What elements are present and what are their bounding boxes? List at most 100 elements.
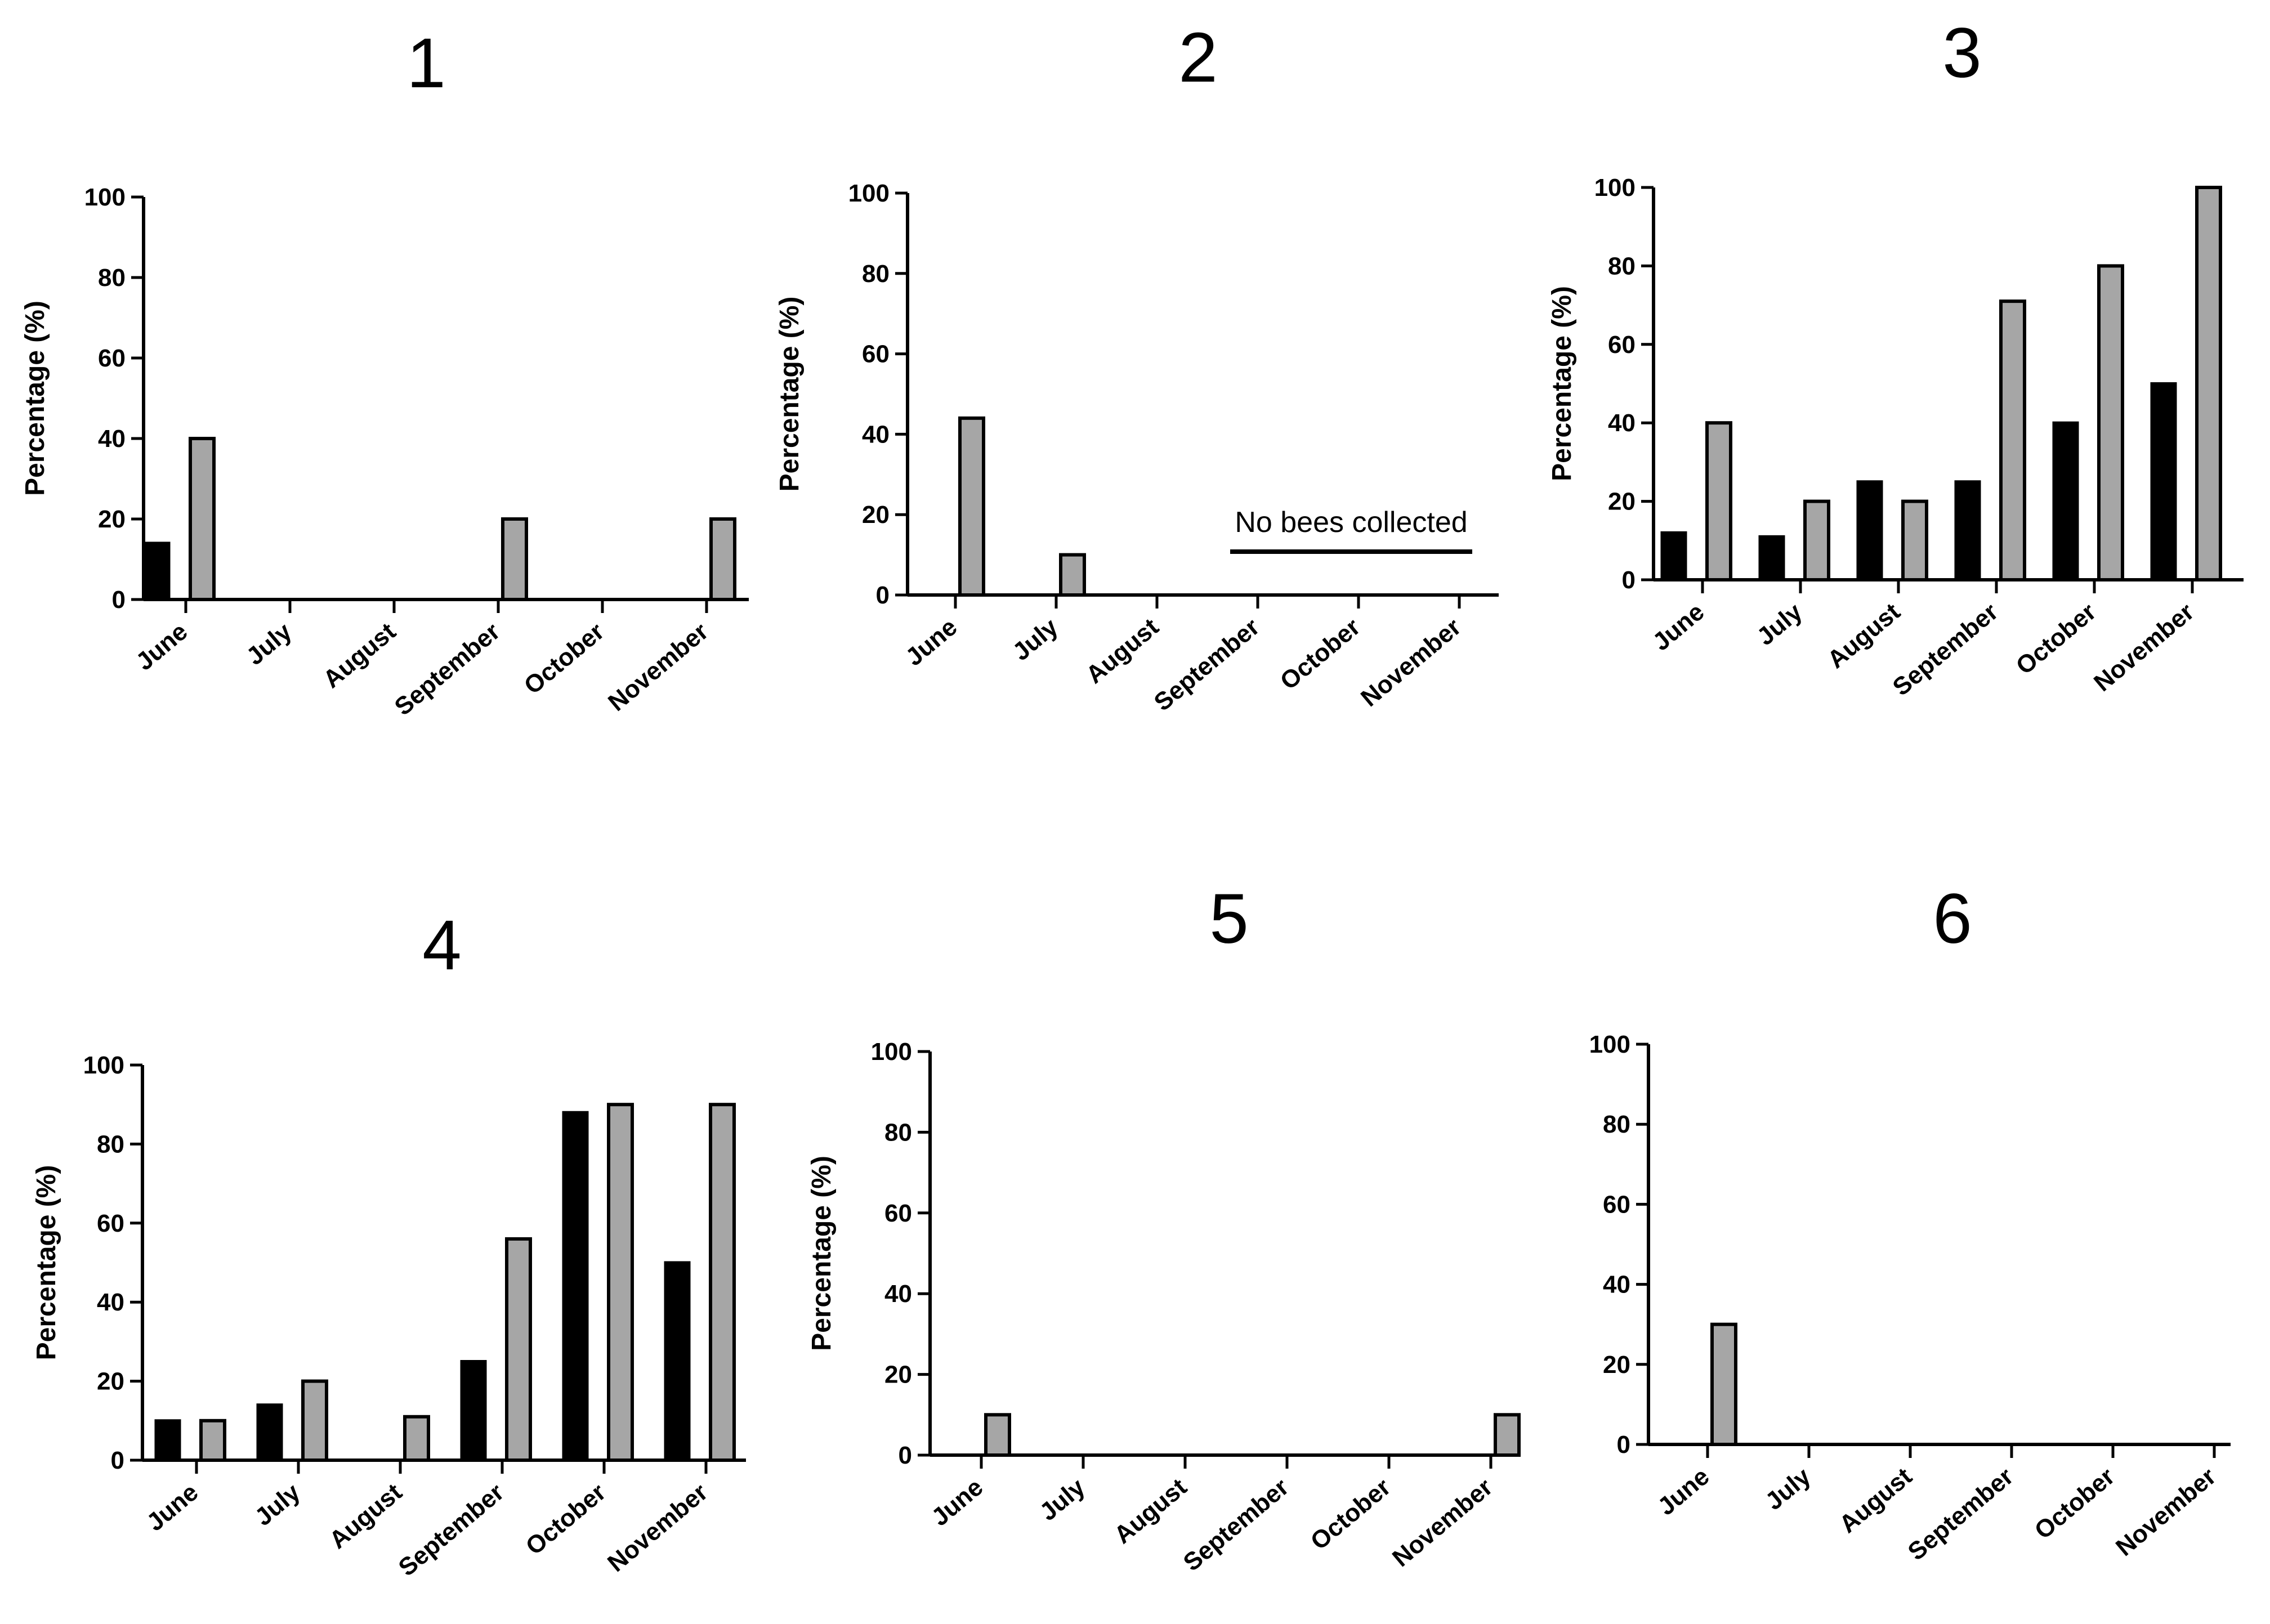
bar-black-november <box>664 1261 691 1462</box>
x-category-label: August <box>1834 1462 1918 1538</box>
y-tick-label: 60 <box>97 1210 124 1237</box>
x-category-label: July <box>1751 598 1807 651</box>
y-tick-label: 80 <box>98 264 126 292</box>
x-category-label: June <box>131 618 193 676</box>
chart-panel-3: 3 0 20 40 60 80 100 Percentage (%) June July Augus… <box>1547 14 2244 701</box>
chart-panel-1: 1 0 20 40 60 80 100 Percentage (%) June July Augus… <box>20 24 749 721</box>
bar-black-july <box>1758 535 1785 581</box>
bar-grey-november <box>709 1103 736 1462</box>
y-axis-label: Percentage (%) <box>20 301 50 496</box>
y-tick-label: 60 <box>98 345 126 372</box>
y-tick-label: 100 <box>871 1038 912 1066</box>
bar-grey-october <box>607 1103 634 1462</box>
y-tick-label: 100 <box>84 184 126 211</box>
x-category-label: October <box>1306 1473 1396 1555</box>
y-tick-label: 0 <box>899 1442 912 1469</box>
panel-title: 4 <box>422 906 462 985</box>
x-category-label: October <box>2030 1462 2120 1545</box>
bar-grey-june <box>189 437 216 601</box>
x-category-label: September <box>390 618 506 721</box>
bar-grey-june <box>1710 1322 1737 1446</box>
x-category-label: October <box>2011 598 2102 680</box>
bar-black-june <box>144 542 171 601</box>
x-category-label: July <box>249 1478 305 1531</box>
x-category-label: September <box>394 1478 510 1582</box>
y-tick-label: 80 <box>884 1119 912 1146</box>
x-category-label: August <box>1081 613 1164 689</box>
x-category-label: September <box>1178 1473 1294 1577</box>
bar-grey-june <box>958 416 985 597</box>
bar-black-october <box>2052 421 2079 581</box>
y-tick-label: 0 <box>1622 566 1636 594</box>
y-tick-label: 20 <box>98 505 126 533</box>
bar-black-october <box>562 1111 589 1462</box>
x-category-label: June <box>926 1473 988 1532</box>
y-tick-label: 60 <box>884 1200 912 1227</box>
bar-grey-july <box>1059 553 1086 597</box>
bar-grey-june <box>1705 421 1732 581</box>
bar-grey-july <box>301 1379 328 1462</box>
x-category-label: August <box>324 1478 408 1554</box>
y-tick-label: 20 <box>97 1368 124 1395</box>
bar-black-june <box>154 1419 181 1462</box>
y-tick-label: 0 <box>1617 1431 1630 1459</box>
y-tick-label: 0 <box>111 1447 124 1474</box>
panel-title: 1 <box>406 24 446 102</box>
y-tick-label: 40 <box>98 425 126 453</box>
y-axis-label: Percentage (%) <box>1547 286 1577 481</box>
bar-grey-august <box>1901 499 1928 581</box>
x-category-label: September <box>1903 1462 2019 1566</box>
x-category-label: September <box>1888 598 2004 701</box>
x-category-label: June <box>900 613 962 672</box>
x-category-label: November <box>2111 1462 2221 1562</box>
y-tick-label: 40 <box>862 420 890 448</box>
y-tick-label: 20 <box>884 1361 912 1389</box>
x-category-label: June <box>1652 1462 1714 1521</box>
bar-grey-october <box>2097 264 2124 581</box>
panel-title: 3 <box>1942 14 1982 92</box>
x-category-label: November <box>603 618 713 717</box>
bar-grey-november <box>1494 1413 1521 1457</box>
bar-black-june <box>1660 531 1687 581</box>
bar-grey-september <box>505 1237 532 1462</box>
x-category-label: July <box>241 618 297 670</box>
y-axis-label: Percentage (%) <box>807 1156 837 1351</box>
x-category-label: July <box>1760 1462 1816 1515</box>
x-category-label: October <box>521 1478 611 1560</box>
x-category-label: August <box>318 618 401 694</box>
bar-grey-july <box>1803 499 1830 581</box>
y-tick-label: 80 <box>1603 1111 1630 1138</box>
y-tick-label: 40 <box>1603 1271 1630 1299</box>
x-category-label: October <box>519 618 610 700</box>
x-category-label: August <box>1109 1473 1192 1549</box>
x-category-label: October <box>1275 613 1366 695</box>
bar-grey-august <box>403 1415 430 1462</box>
bar-grey-september <box>1999 299 2026 581</box>
x-category-label: July <box>1034 1473 1090 1526</box>
panel-title: 5 <box>1209 880 1249 958</box>
bar-black-september <box>460 1360 487 1462</box>
y-tick-label: 80 <box>97 1130 124 1158</box>
y-tick-label: 60 <box>1608 331 1636 359</box>
y-tick-label: 60 <box>862 341 890 368</box>
y-tick-label: 100 <box>1594 174 1636 202</box>
y-tick-label: 20 <box>1603 1351 1630 1379</box>
y-tick-label: 20 <box>1608 488 1636 516</box>
y-tick-label: 100 <box>848 180 890 207</box>
y-tick-label: 100 <box>1589 1031 1630 1058</box>
y-tick-label: 0 <box>112 586 126 614</box>
x-category-label: November <box>1356 613 1466 712</box>
y-tick-label: 0 <box>876 581 890 609</box>
y-tick-label: 60 <box>1603 1191 1630 1218</box>
bar-black-september <box>1954 480 1981 581</box>
y-tick-label: 40 <box>97 1289 124 1316</box>
x-category-label: November <box>1387 1473 1498 1572</box>
y-tick-label: 80 <box>862 260 890 288</box>
bar-black-august <box>1856 480 1883 581</box>
bar-grey-september <box>501 517 528 601</box>
y-tick-label: 40 <box>884 1280 912 1308</box>
y-tick-label: 100 <box>83 1052 124 1079</box>
